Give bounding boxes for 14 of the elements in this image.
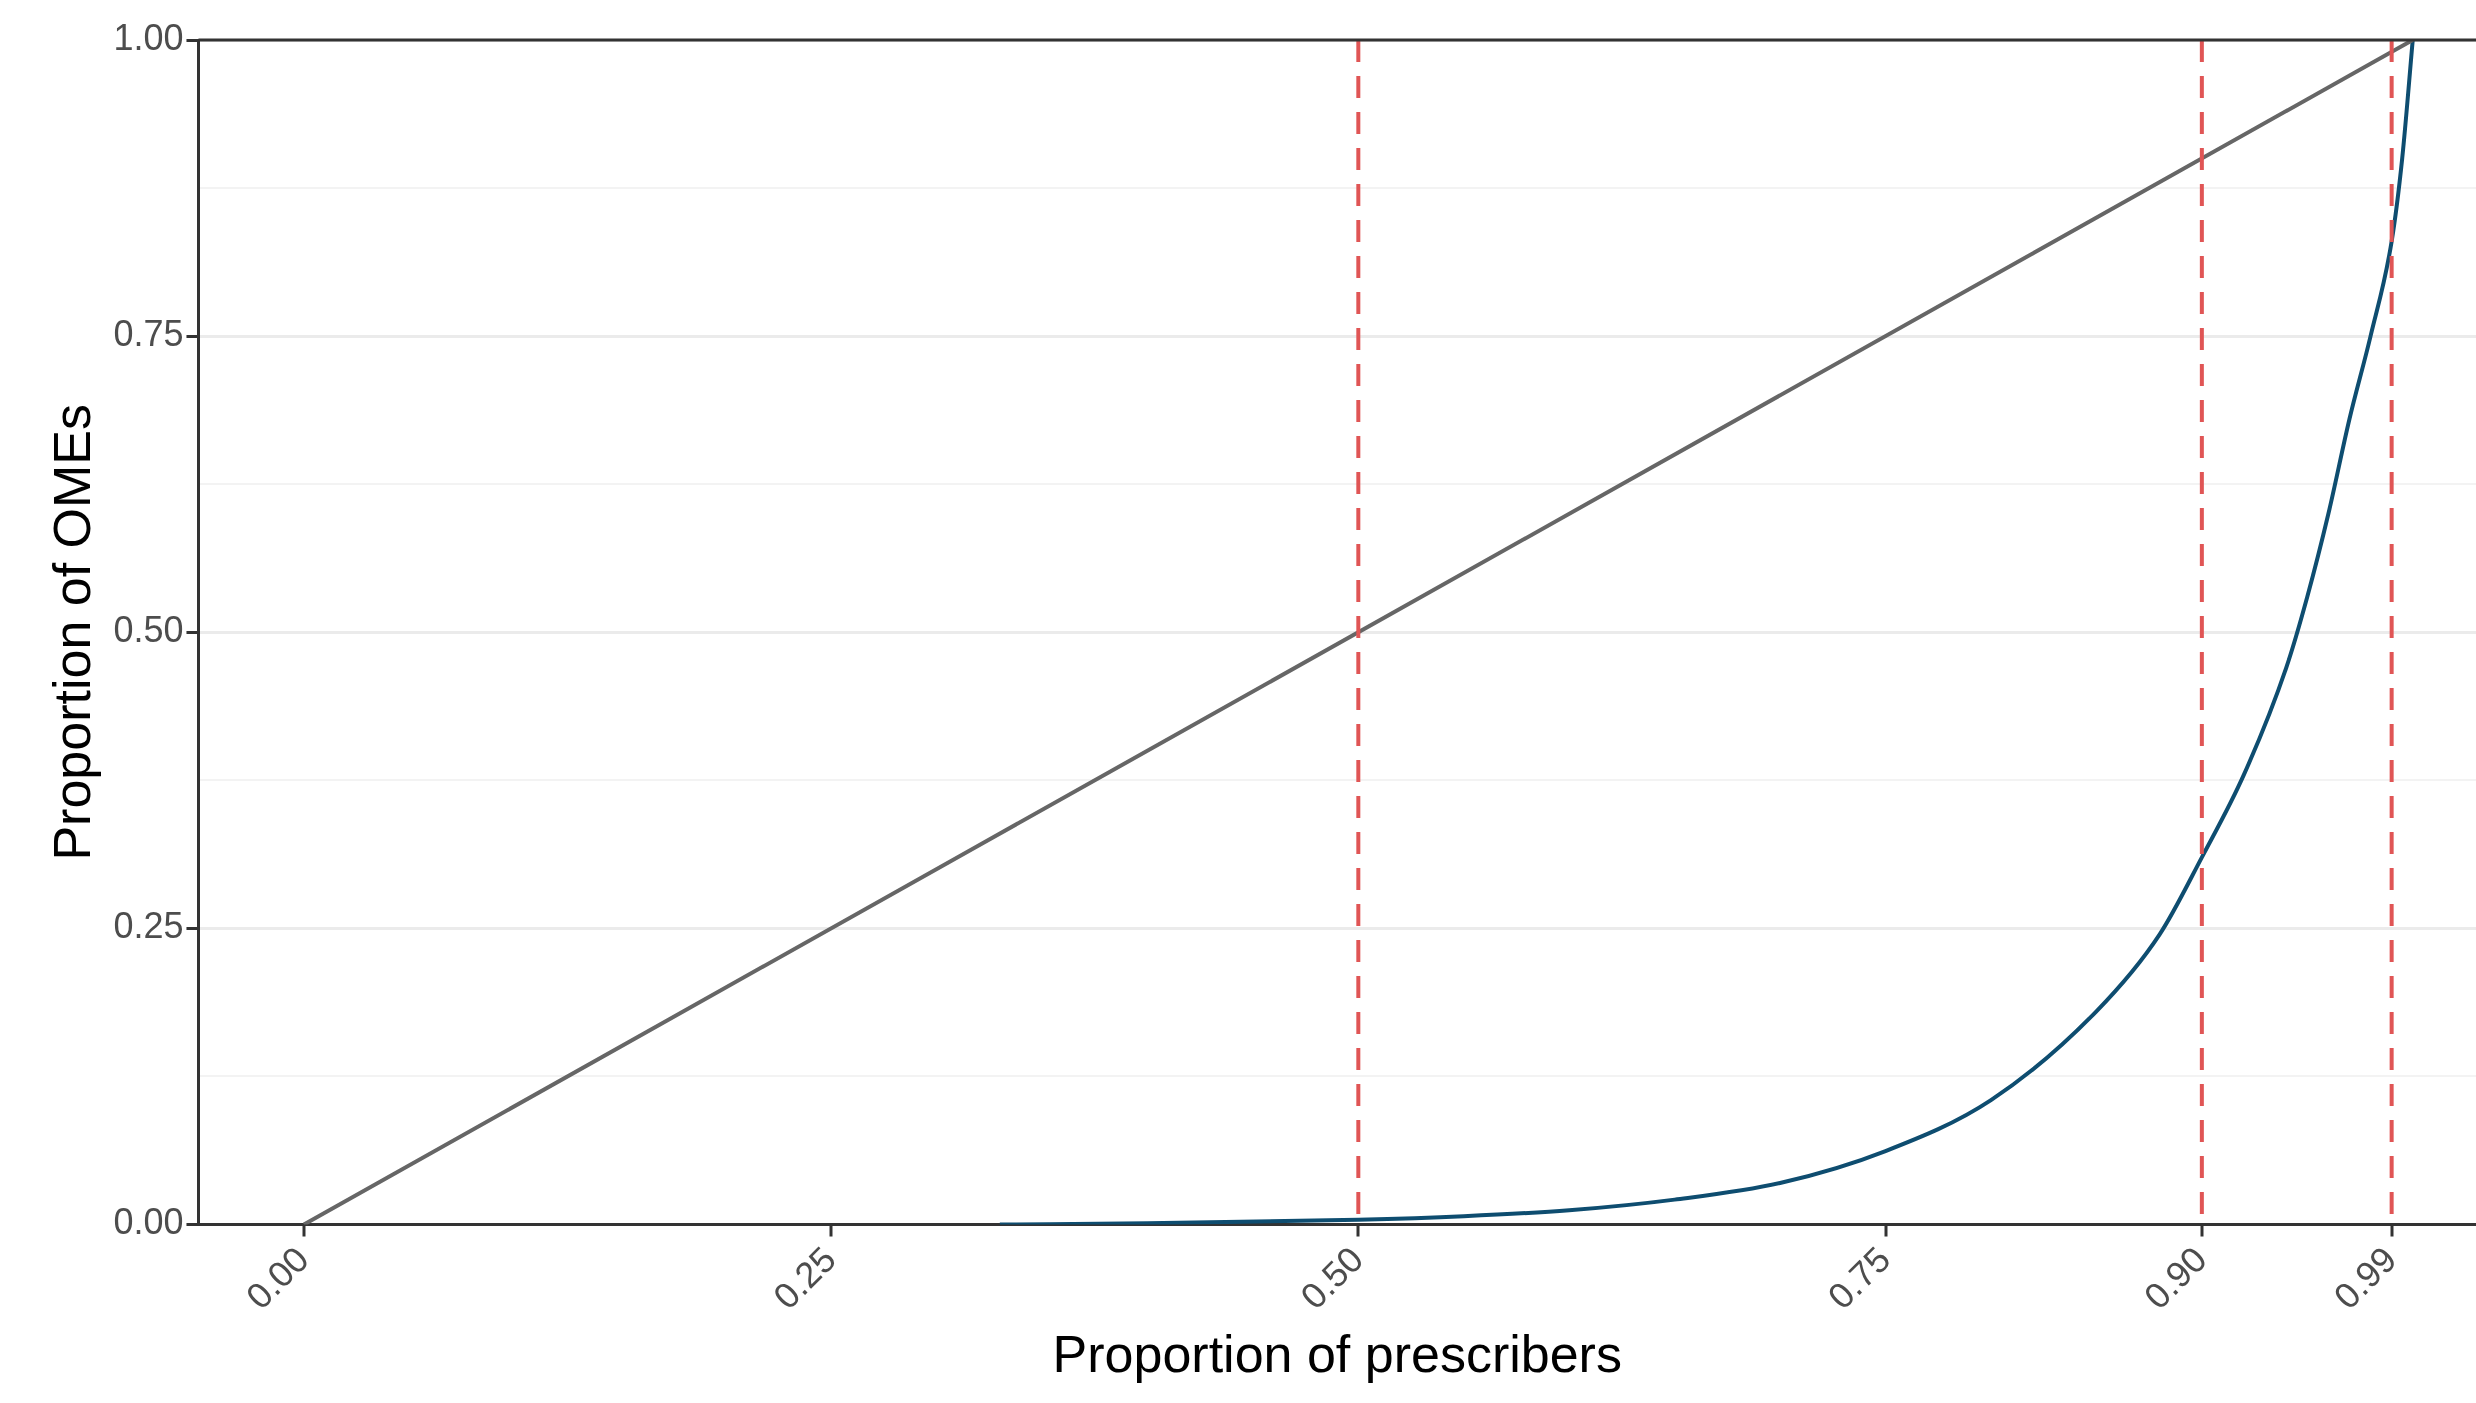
line-series xyxy=(997,40,2415,1225)
y-tick-label: 1.00 xyxy=(113,16,184,58)
x-tick-label: 0.75 xyxy=(1819,1238,1899,1318)
y-tick-label: 0.50 xyxy=(113,609,184,651)
y-tick-label: 0.75 xyxy=(113,313,184,355)
y-tick-label: 0.00 xyxy=(113,1201,184,1243)
y-axis-title: Proportion of OMEs xyxy=(42,403,101,861)
x-tick-label: 0.00 xyxy=(238,1238,317,1318)
x-axis-title: Proportion of prescribers xyxy=(1052,1325,1622,1384)
x-tick-label: 0.50 xyxy=(1292,1238,1371,1318)
x-tick-label: 0.99 xyxy=(2325,1238,2405,1318)
x-tick-label: 0.90 xyxy=(2135,1238,2215,1318)
y-tick-label: 0.25 xyxy=(113,905,184,947)
x-tick-label: 0.25 xyxy=(765,1238,844,1318)
